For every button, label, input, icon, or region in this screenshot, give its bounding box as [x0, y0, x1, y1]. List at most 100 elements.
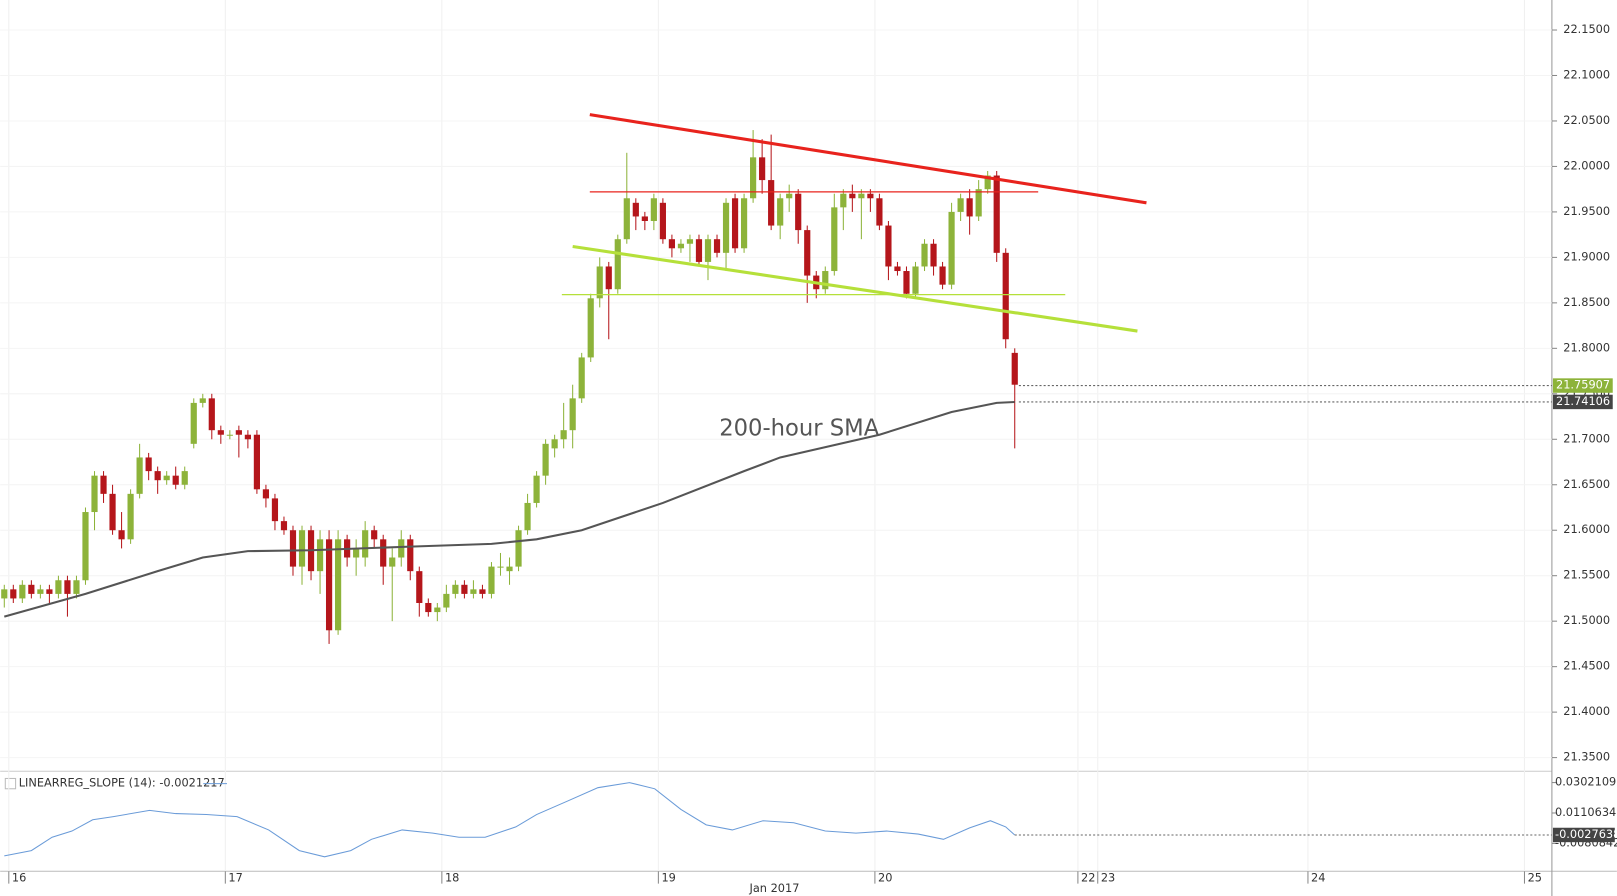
candle-body — [389, 557, 396, 567]
candle-body — [777, 198, 784, 226]
sma-label: 200-hour SMA — [719, 415, 880, 441]
candle-body — [398, 539, 405, 558]
candle-body — [515, 530, 522, 567]
price-tag-label: 21.74106 — [1556, 394, 1610, 408]
candle-body — [578, 357, 585, 399]
candle-body — [948, 211, 955, 285]
sma-line — [4, 400, 1015, 618]
candle-body — [740, 198, 748, 249]
candle-body — [551, 439, 558, 449]
candle-body — [569, 398, 576, 431]
candle-body — [858, 193, 865, 199]
candle-body — [154, 471, 161, 481]
candle-body — [136, 457, 143, 494]
candle-body — [10, 589, 17, 599]
indicator-checkbox[interactable] — [4, 777, 17, 790]
candle-body — [217, 430, 224, 435]
candle-body — [73, 580, 80, 594]
candle-body — [316, 539, 324, 572]
y-tick-label: 21.4500 — [1563, 659, 1610, 673]
candle-body — [172, 475, 179, 485]
candle-body — [623, 198, 630, 240]
y-tick-label: 22.1000 — [1563, 67, 1610, 81]
price-tag — [1552, 378, 1613, 393]
x-tick-label: 23 — [1101, 870, 1115, 884]
candle-body — [434, 607, 441, 613]
candle-body — [795, 193, 802, 231]
candle-body — [506, 566, 513, 572]
candle-body — [19, 584, 26, 599]
candle-body — [262, 489, 270, 499]
y-tick-label: 22.0000 — [1563, 158, 1610, 172]
trendline — [589, 113, 1147, 205]
candle-body — [298, 530, 306, 567]
candle-body — [822, 271, 829, 290]
candle-body — [587, 298, 594, 358]
candle-body — [614, 239, 621, 290]
y-tick-label: 22.1500 — [1563, 22, 1610, 36]
x-tick-label: 17 — [228, 870, 242, 884]
candle-body — [497, 566, 504, 568]
candle-body — [82, 512, 89, 581]
indicator-tag — [1552, 827, 1615, 843]
x-axis-label: Jan 2017 — [749, 881, 800, 895]
candle-body — [199, 398, 206, 403]
candle-body — [596, 266, 603, 299]
candle-body — [677, 243, 685, 249]
candle-body — [840, 193, 847, 208]
y-tick-label: 21.3500 — [1563, 750, 1610, 764]
price-tag — [1552, 394, 1613, 410]
candle-body — [984, 175, 991, 190]
candle-body — [912, 266, 919, 294]
candle-body — [524, 502, 531, 531]
candle-body — [722, 202, 730, 253]
candle-body — [930, 243, 937, 267]
candle-body — [975, 189, 982, 217]
candle-body — [335, 539, 342, 631]
candle-body — [560, 430, 567, 440]
candle-body — [253, 434, 260, 490]
candle-body — [244, 434, 251, 440]
candle-body — [966, 198, 973, 217]
candle-body — [533, 475, 540, 503]
candle-body — [380, 539, 387, 567]
indicator-title: LINEARREG_SLOPE (14): -0.0021217 — [19, 776, 225, 790]
candle-body — [1, 589, 8, 599]
x-tick-label: 20 — [878, 870, 892, 884]
price-tag-label: 21.75907 — [1556, 378, 1610, 392]
y-tick-label: 21.8500 — [1563, 295, 1610, 309]
y-tick-label: 21.5000 — [1563, 613, 1610, 627]
candle-body — [362, 530, 369, 558]
y-tick-label: 0.0110634 — [1555, 805, 1616, 819]
candle-body — [46, 589, 53, 594]
candle-body — [1011, 352, 1018, 385]
y-tick-label: 21.6500 — [1563, 477, 1610, 491]
candle-body — [55, 580, 62, 594]
candle-body — [804, 230, 811, 276]
candle-body — [127, 493, 134, 540]
candle-body — [713, 239, 721, 253]
y-tick-label: 21.9000 — [1563, 249, 1610, 263]
candle-body — [876, 198, 883, 226]
candle-body — [903, 271, 910, 294]
x-tick-label: 24 — [1311, 870, 1325, 884]
candle-body — [37, 589, 44, 594]
candle-body — [425, 602, 432, 613]
candle-body — [163, 475, 170, 481]
candle-body — [542, 443, 549, 476]
trendline — [572, 244, 1138, 333]
candle-body — [28, 584, 35, 594]
x-tick-label: 19 — [661, 870, 675, 884]
candle-body — [416, 571, 423, 603]
y-tick-label: 21.6000 — [1563, 522, 1610, 536]
x-tick-label: 18 — [445, 870, 459, 884]
candle-body — [686, 239, 694, 244]
candle-body — [371, 530, 378, 540]
x-tick-label: 25 — [1528, 870, 1542, 884]
candle-body — [957, 198, 964, 212]
y-tick-label: 21.9500 — [1563, 204, 1610, 218]
candle-body — [921, 243, 928, 267]
